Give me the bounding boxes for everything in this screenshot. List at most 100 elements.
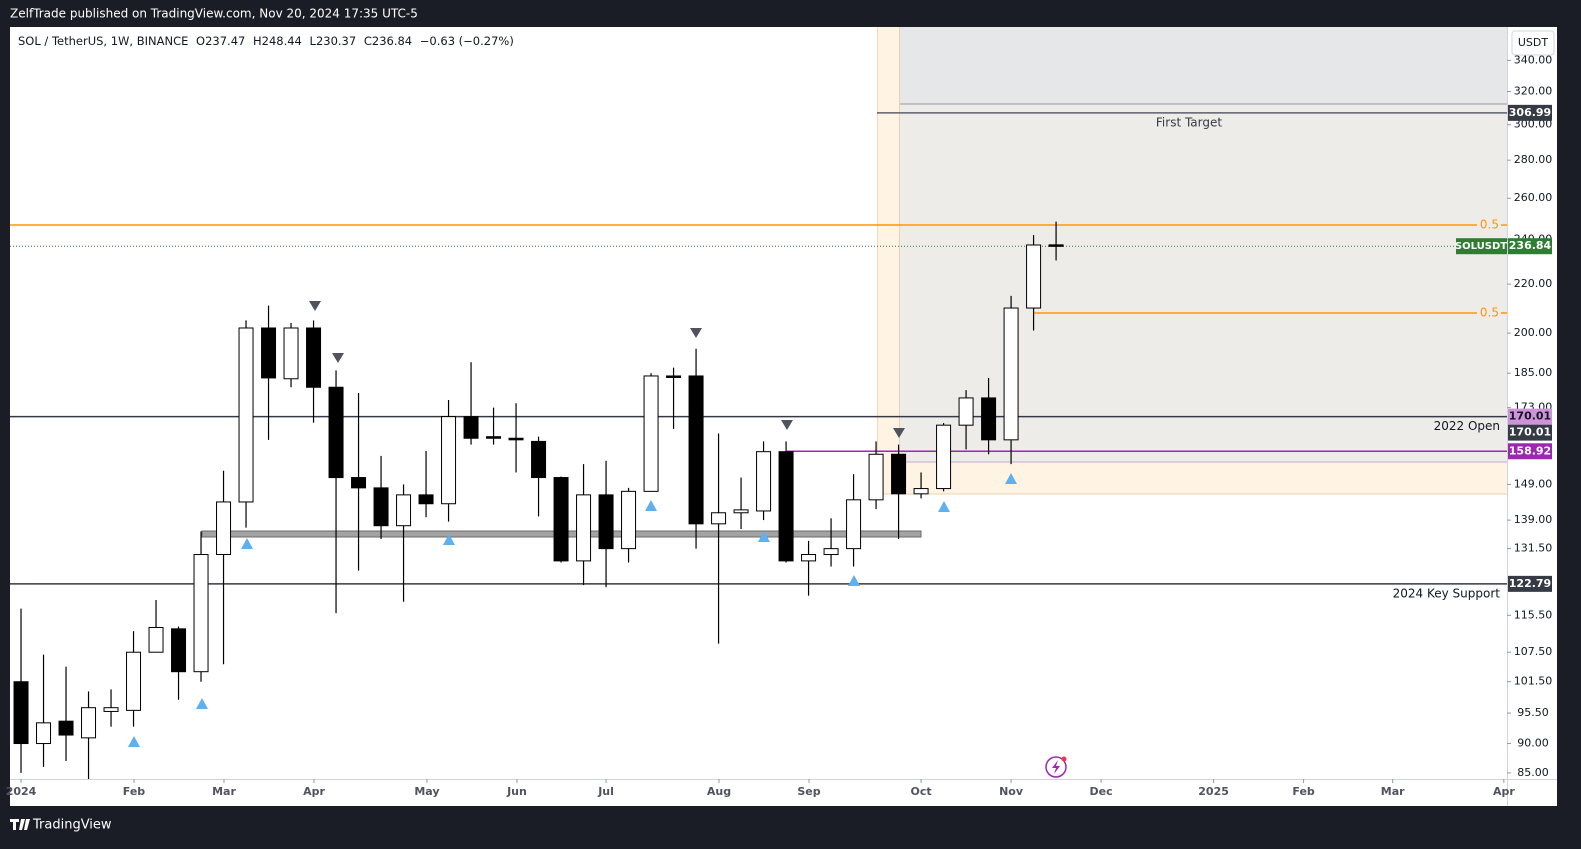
- footer: TradingView: [32, 818, 112, 833]
- candle-body: [171, 628, 187, 673]
- buy-signal: [758, 531, 770, 542]
- buy-signals: [128, 473, 1017, 747]
- y-tick-label: 185.00: [1514, 366, 1553, 379]
- legend-low: L230.37: [310, 34, 357, 48]
- legend-open: O237.47: [196, 34, 245, 48]
- candle-body: [261, 327, 277, 379]
- candle-body: [193, 554, 209, 673]
- price-tag-label: 122.79: [1509, 577, 1551, 590]
- sell-signals: [309, 301, 905, 438]
- y-tick-label: 340.00: [1514, 53, 1553, 66]
- buy-signal: [848, 575, 860, 586]
- zone-base: [899, 462, 1507, 494]
- y-tick-label: 85.00: [1517, 766, 1549, 779]
- candle-body: [148, 626, 164, 653]
- sell-signal: [690, 328, 702, 338]
- buy-signal: [645, 500, 657, 511]
- sell-signal: [781, 420, 793, 430]
- x-tick-label: May: [414, 785, 439, 798]
- candle-body: [621, 490, 637, 550]
- y-tick-label: 260.00: [1514, 191, 1553, 204]
- candle-body: [868, 453, 884, 501]
- buy-signal: [938, 501, 950, 512]
- x-tick-label: Aug: [707, 785, 731, 798]
- candle-body: [351, 477, 367, 489]
- candle-body: [238, 327, 254, 503]
- symbol-tag-label: SOLUSDT: [1455, 241, 1507, 252]
- level-label: 0.5: [1480, 218, 1499, 232]
- x-tick-label: Feb: [1292, 785, 1315, 798]
- candle-body: [36, 722, 52, 745]
- y-tick-label: 101.50: [1514, 675, 1553, 688]
- x-tick-label: Apr: [1493, 785, 1515, 798]
- level-label: First Target: [1156, 115, 1222, 129]
- y-tick-label: 280.00: [1514, 153, 1553, 166]
- legend: SOL / TetherUS, 1W, BINANCE O237.47 H248…: [18, 34, 514, 48]
- y-tick-label: 220.00: [1514, 277, 1553, 290]
- candle-body: [936, 424, 952, 490]
- y-tick-label: 139.00: [1514, 513, 1553, 526]
- price-tag: [1508, 443, 1552, 460]
- candle-body: [216, 501, 232, 556]
- candle-body: [486, 436, 502, 439]
- candle-body: [126, 651, 142, 711]
- buy-signal: [196, 698, 208, 709]
- candle-body: [283, 327, 299, 380]
- x-tick-label: Mar: [1381, 785, 1405, 798]
- y-tick-label: 149.00: [1514, 477, 1553, 490]
- candle-body: [553, 477, 569, 562]
- buy-signal: [241, 538, 253, 549]
- candle-body: [733, 509, 749, 514]
- y-tick-label: 107.50: [1514, 645, 1553, 658]
- candle-body: [508, 437, 524, 441]
- y-tick-label: 200.00: [1514, 326, 1553, 339]
- x-tick-label: Oct: [911, 785, 932, 798]
- x-tick-label: 2024: [6, 785, 37, 798]
- y-tick-label: 115.50: [1514, 608, 1553, 621]
- level-label: 0.5: [1480, 305, 1499, 319]
- candle-body: [711, 512, 727, 525]
- footer-logo: [10, 819, 30, 830]
- price-tag: [1508, 575, 1552, 592]
- x-tick-label: Dec: [1090, 785, 1113, 798]
- candle-body: [373, 487, 389, 527]
- target-zone-top: [899, 27, 1507, 104]
- zone-edge: [877, 27, 899, 494]
- candle-body: [891, 453, 907, 495]
- y-tick-label: 131.50: [1514, 542, 1553, 555]
- x-tick-label: Jul: [597, 785, 614, 798]
- x-tick-label: Apr: [303, 785, 325, 798]
- price-tag: [1508, 104, 1552, 121]
- x-tick-label: Jun: [506, 785, 527, 798]
- candle-body: [1003, 307, 1019, 441]
- sell-signal: [309, 301, 321, 311]
- candle-body: [328, 386, 344, 479]
- candle-body: [913, 488, 929, 495]
- candle-body: [531, 440, 547, 479]
- x-tick-label: 2025: [1198, 785, 1229, 798]
- x-tick-label: Sep: [797, 785, 820, 798]
- candle-body: [103, 707, 119, 712]
- candle-body: [981, 397, 997, 441]
- legend-change: −0.63 (−0.27%): [420, 34, 514, 48]
- price-tag-label: 158.92: [1509, 444, 1551, 457]
- currency-box[interactable]: [1511, 30, 1555, 56]
- candle-body: [688, 375, 704, 525]
- y-tick-label: 300.00: [1514, 118, 1553, 131]
- candle-body: [81, 707, 97, 739]
- price-tag-label: 170.01: [1509, 410, 1551, 423]
- candle-body: [418, 494, 434, 505]
- candle-body: [13, 681, 29, 745]
- price-tag: [1508, 424, 1552, 441]
- symbol-tag: [1456, 238, 1507, 255]
- candle-body: [1048, 244, 1064, 247]
- candle-body: [598, 494, 614, 550]
- candle-body: [396, 494, 412, 527]
- logo-mark: [10, 819, 30, 830]
- candle-body: [846, 499, 862, 550]
- buy-signal: [443, 534, 455, 545]
- alert-dot: [1061, 756, 1067, 762]
- alert-icon[interactable]: [1045, 756, 1067, 778]
